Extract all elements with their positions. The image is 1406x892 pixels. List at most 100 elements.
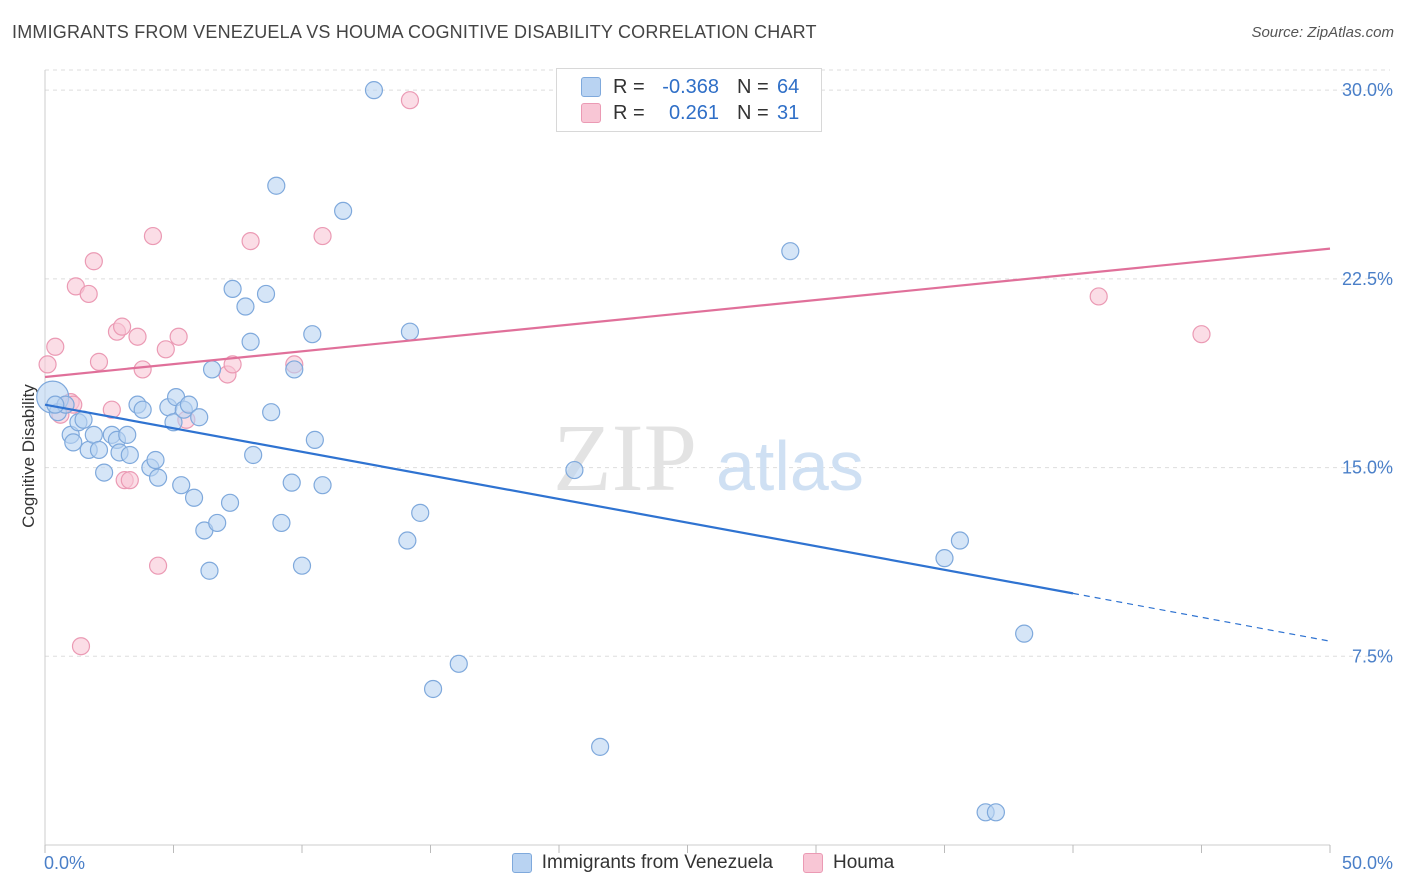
venezuela-point (292, 556, 312, 575)
legend-r-label: R = (613, 75, 645, 98)
venezuela-point (1015, 624, 1034, 643)
legend-n-value: 64 (777, 75, 800, 98)
venezuela-point (262, 403, 281, 422)
axes (44, 70, 1331, 853)
venezuela-point (364, 81, 384, 100)
venezuela-point (64, 433, 83, 452)
tick-labels: 7.5% 15.0% 22.5% 30.0% 0.0% 50.0% (44, 80, 1393, 873)
venezuela-point (285, 360, 304, 379)
legend-n-label: N = (737, 101, 769, 124)
chart-title: IMMIGRANTS FROM VENEZUELA VS HOUMA COGNI… (12, 22, 817, 42)
legend-item-houma: Houma (803, 852, 894, 874)
venezuela-point (935, 549, 954, 568)
watermark-zip: ZIP (553, 404, 697, 511)
venezuela-point (223, 279, 242, 299)
venezuela-point (313, 476, 332, 495)
houma-point (1192, 325, 1211, 344)
venezuela-point (220, 493, 240, 512)
venezuela-point (236, 297, 255, 316)
houma-point (143, 226, 163, 246)
venezuela-point (146, 450, 165, 470)
houma-point (169, 327, 188, 346)
trend-lines (44, 247, 1331, 642)
venezuela-point (184, 488, 204, 507)
houma-point (38, 355, 57, 374)
venezuela-point (172, 476, 191, 495)
venezuela-point (241, 332, 260, 351)
venezuela-point (200, 561, 219, 580)
venezuela-point (591, 737, 610, 756)
legend-n-value: 31 (777, 101, 800, 124)
houma-point (156, 340, 175, 359)
venezuela-point (950, 531, 970, 550)
venezuela-trend-line (44, 403, 1074, 595)
venezuela-point (148, 468, 168, 487)
houma-point (1089, 287, 1108, 306)
venezuela-point (95, 463, 114, 482)
venezuela-point (256, 284, 276, 304)
houma-point (400, 91, 420, 110)
source-credit: Source: ZipAtlas.com (1251, 24, 1394, 41)
y-tick-label: 15.0% (1342, 458, 1393, 478)
watermark-atlas: atlas (716, 427, 864, 505)
legend-swatch-pink (803, 853, 823, 873)
legend-label-houma: Houma (833, 852, 895, 873)
venezuela-point (282, 473, 301, 492)
venezuela-point (84, 425, 103, 444)
legend-r-value: 0.261 (668, 101, 719, 124)
legend-row-venezuela: R = -0.368 N = 64 (581, 74, 799, 100)
houma-point (241, 232, 260, 251)
venezuela-point (133, 400, 152, 419)
legend-n-label: N = (737, 75, 769, 98)
venezuela-point (118, 425, 137, 444)
legend-row-houma: R = 0.261 N = 31 (581, 100, 799, 126)
houma-point (223, 355, 242, 374)
houma-point (148, 556, 168, 575)
venezuela-point (565, 460, 584, 480)
y-tick-label: 7.5% (1352, 646, 1393, 666)
houma-point (71, 637, 91, 656)
venezuela-point (179, 395, 199, 414)
legend-swatch-blue (581, 77, 601, 97)
venezuela-point (202, 360, 222, 379)
venezuela-point (190, 408, 209, 427)
venezuela-point (781, 242, 800, 261)
venezuela-point (244, 445, 263, 465)
legend-swatch-blue (511, 853, 532, 873)
houma-point (102, 400, 121, 419)
legend-swatch-pink (581, 103, 601, 123)
houma-point (79, 284, 98, 304)
venezuela-points (36, 81, 1034, 822)
correlation-legend: R = -0.368 N = 64 R = 0.261 N = 31 (556, 68, 822, 132)
venezuela-point (305, 430, 324, 449)
y-tick-label: 30.0% (1342, 80, 1393, 100)
gridlines (45, 69, 1390, 657)
series-legend: Immigrants from Venezuela Houma (0, 852, 1406, 874)
legend-label-venezuela: Immigrants from Venezuela (541, 852, 773, 873)
legend-r-value: -0.368 (662, 75, 719, 98)
venezuela-point (411, 503, 430, 522)
venezuela-trend-extension (1072, 592, 1331, 642)
legend-item-venezuela: Immigrants from Venezuela (511, 852, 773, 874)
venezuela-point (89, 440, 109, 460)
houma-point (128, 327, 147, 346)
venezuela-point (208, 513, 227, 533)
venezuela-point (334, 201, 353, 221)
venezuela-point (400, 322, 420, 341)
y-tick-label: 22.5% (1342, 269, 1393, 289)
venezuela-point (272, 513, 291, 533)
y-axis-label: Cognitive Disability (19, 384, 38, 528)
venezuela-point (423, 679, 443, 699)
legend-r-label: R = (613, 101, 645, 124)
x-tick-label: 50.0% (1342, 853, 1393, 873)
houma-trend-line (44, 247, 1331, 379)
venezuela-point (986, 803, 1006, 822)
venezuela-point (120, 445, 139, 465)
x-tick-label: 0.0% (44, 853, 85, 873)
houma-point (89, 352, 109, 371)
venezuela-point (303, 325, 322, 344)
houma-point (46, 337, 65, 356)
houma-point (120, 471, 139, 490)
houma-point (133, 360, 152, 379)
